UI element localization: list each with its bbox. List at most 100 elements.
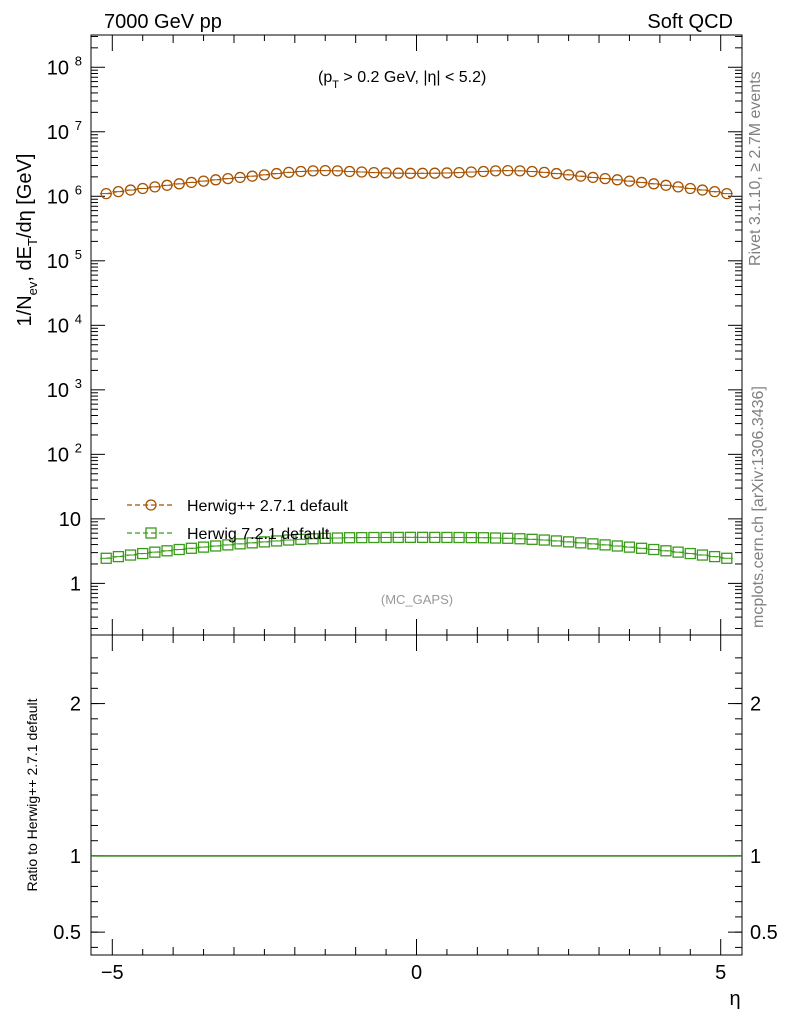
data-point	[161, 545, 173, 557]
y-tick-label: 10	[47, 251, 69, 273]
data-point	[331, 165, 344, 177]
header-right: Soft QCD	[647, 11, 733, 33]
data-point	[295, 165, 307, 178]
y-tick-label: 10	[47, 380, 69, 402]
data-point	[611, 174, 623, 186]
data-point	[356, 531, 368, 544]
data-point	[477, 532, 490, 544]
data-point	[319, 164, 331, 177]
legend-label-herwigpp: Herwig++ 2.7.1 default	[187, 498, 349, 515]
data-point	[684, 182, 696, 195]
data-point	[538, 534, 550, 546]
data-point	[465, 531, 477, 544]
ratio-y-tick-label: 2	[70, 694, 81, 716]
data-point	[368, 531, 380, 544]
y-tick-label-exponent: 8	[75, 53, 82, 68]
data-point	[477, 165, 490, 178]
data-point	[270, 535, 283, 547]
data-point	[124, 184, 137, 196]
data-point	[599, 539, 611, 551]
x-tick-label: 5	[715, 962, 726, 984]
data-point	[623, 541, 636, 553]
x-axis-label: η	[729, 988, 740, 1010]
data-point	[173, 543, 185, 556]
data-point	[307, 165, 319, 177]
rivet-version-label: Rivet 3.1.10, ≥ 2.7M events	[747, 71, 764, 266]
ratio-y-axis-label: Ratio to Herwig++ 2.7.1 default	[24, 698, 40, 891]
data-point	[562, 169, 575, 181]
x-tick-label: −5	[101, 962, 124, 984]
data-point	[526, 533, 538, 545]
data-point	[441, 531, 453, 544]
data-point	[246, 170, 258, 182]
legend-label-herwig7: Herwig 7.2.1 default	[187, 526, 330, 543]
x-tick-labels: −5 0 5	[101, 962, 726, 984]
data-point	[319, 532, 331, 544]
y-tick-label-exponent: 2	[75, 440, 82, 455]
data-point	[465, 166, 477, 178]
data-point	[197, 541, 210, 553]
data-point	[368, 166, 380, 179]
data-point	[441, 167, 453, 179]
data-point	[708, 550, 721, 563]
data-point	[197, 175, 210, 187]
svg-text:1/Nev, dET/dη [GeV]: 1/Nev, dET/dη [GeV]	[14, 154, 40, 327]
data-point	[502, 164, 514, 177]
y-tick-label: 1	[70, 573, 81, 595]
data-point	[246, 537, 258, 549]
data-point	[258, 536, 271, 548]
data-point	[416, 167, 429, 179]
data-point	[100, 552, 112, 564]
data-point	[185, 176, 198, 189]
y-tick-label-exponent: 3	[75, 376, 82, 391]
data-point	[307, 533, 319, 545]
data-point	[137, 182, 149, 195]
data-point	[660, 179, 672, 191]
data-point	[721, 552, 733, 564]
data-point	[623, 175, 636, 187]
data-point	[222, 539, 234, 551]
data-point	[575, 537, 587, 549]
data-point	[392, 167, 404, 179]
data-point	[429, 531, 441, 544]
main-axis-ticks: 1 10 10 2 10 3 10 4 10 5 10 6 10 7 10 8	[47, 35, 742, 635]
data-point	[331, 532, 344, 544]
main-series-group	[100, 164, 733, 564]
ratio-y-tick-label: 1	[70, 846, 81, 868]
data-point	[587, 171, 599, 184]
data-point	[514, 165, 526, 177]
data-point	[234, 171, 246, 184]
main-y-axis-label: 1/Nev, dET/dη [GeV]	[14, 154, 40, 327]
data-point	[380, 167, 392, 179]
y-tick-label-exponent: 7	[75, 118, 82, 133]
data-point	[149, 181, 161, 193]
data-point	[112, 550, 125, 563]
ratio-y-tick-label-right: 2	[750, 694, 761, 716]
data-point	[562, 536, 575, 548]
data-point	[137, 547, 149, 560]
data-point	[648, 178, 660, 190]
y-tick-label: 10	[47, 57, 69, 79]
data-point	[587, 538, 599, 550]
data-point	[526, 165, 538, 178]
y-tick-label: 10	[47, 186, 69, 208]
data-point	[283, 534, 295, 546]
data-point	[550, 535, 563, 547]
data-point	[222, 172, 234, 185]
data-point	[635, 176, 648, 189]
data-point	[234, 538, 246, 550]
data-point	[611, 540, 623, 552]
data-point	[173, 178, 185, 190]
data-point	[416, 531, 429, 544]
data-point	[502, 532, 514, 544]
data-point	[660, 545, 672, 557]
ratio-axis-ticks: 0.5 0.5 1 1 2 2	[53, 635, 778, 955]
data-point	[575, 170, 587, 182]
main-panel-frame	[90, 34, 743, 636]
data-point	[295, 533, 307, 545]
data-point	[161, 179, 173, 191]
data-point	[721, 187, 733, 200]
mcplots-label: mcplots.cern.ch [arXiv:1306.3436]	[750, 386, 767, 628]
data-point	[489, 532, 502, 544]
